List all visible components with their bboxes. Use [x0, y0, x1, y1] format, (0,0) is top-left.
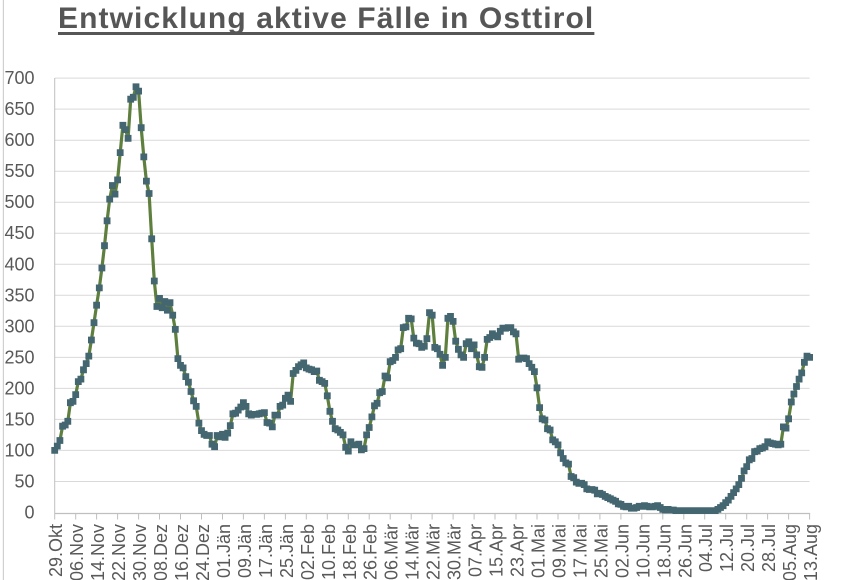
svg-text:24.Dez: 24.Dez	[193, 524, 213, 580]
svg-text:30.Nov: 30.Nov	[130, 524, 150, 580]
svg-text:22.Nov: 22.Nov	[109, 524, 129, 580]
svg-text:150: 150	[4, 409, 34, 429]
svg-text:04.Jul: 04.Jul	[696, 524, 716, 572]
svg-text:50: 50	[14, 472, 34, 492]
svg-text:22.Mär: 22.Mär	[424, 524, 444, 580]
svg-text:0: 0	[24, 503, 34, 523]
svg-text:25.Mai: 25.Mai	[591, 524, 611, 578]
svg-text:09.Mai: 09.Mai	[550, 524, 570, 578]
svg-text:28.Jul: 28.Jul	[759, 524, 779, 572]
svg-text:350: 350	[4, 285, 34, 305]
svg-text:02.Jun: 02.Jun	[612, 524, 632, 578]
svg-text:10.Jun: 10.Jun	[633, 524, 653, 578]
svg-text:700: 700	[4, 68, 34, 88]
svg-text:07.Apr: 07.Apr	[466, 524, 486, 577]
svg-text:18.Feb: 18.Feb	[340, 524, 360, 580]
svg-text:23.Apr: 23.Apr	[508, 524, 528, 577]
svg-text:26.Feb: 26.Feb	[361, 524, 381, 580]
svg-text:05.Aug: 05.Aug	[780, 524, 800, 580]
svg-text:20.Jul: 20.Jul	[738, 524, 758, 572]
svg-text:450: 450	[4, 223, 34, 243]
svg-text:300: 300	[4, 316, 34, 336]
svg-text:650: 650	[4, 99, 34, 119]
svg-text:08.Dez: 08.Dez	[151, 524, 171, 580]
svg-text:14.Nov: 14.Nov	[88, 524, 108, 580]
svg-text:17.Mai: 17.Mai	[570, 524, 590, 578]
svg-text:550: 550	[4, 161, 34, 181]
svg-text:100: 100	[4, 440, 34, 460]
svg-text:13.Aug: 13.Aug	[801, 524, 821, 580]
svg-text:600: 600	[4, 130, 34, 150]
svg-text:10.Feb: 10.Feb	[319, 524, 339, 580]
svg-text:30.Mär: 30.Mär	[445, 524, 465, 580]
svg-text:01.Jän: 01.Jän	[214, 524, 234, 578]
svg-text:09.Jän: 09.Jän	[235, 524, 255, 578]
svg-text:25.Jän: 25.Jän	[277, 524, 297, 578]
svg-text:17.Jän: 17.Jän	[256, 524, 276, 578]
svg-text:250: 250	[4, 347, 34, 367]
svg-text:15.Apr: 15.Apr	[487, 524, 507, 577]
svg-text:29.Okt: 29.Okt	[46, 524, 66, 577]
svg-text:06.Nov: 06.Nov	[67, 524, 87, 580]
svg-text:02.Feb: 02.Feb	[298, 524, 318, 580]
svg-text:06.Mär: 06.Mär	[382, 524, 402, 580]
svg-text:12.Jul: 12.Jul	[717, 524, 737, 572]
svg-text:18.Jun: 18.Jun	[654, 524, 674, 578]
svg-text:01.Mai: 01.Mai	[529, 524, 549, 578]
svg-text:500: 500	[4, 192, 34, 212]
svg-text:14.Mär: 14.Mär	[403, 524, 423, 580]
svg-text:200: 200	[4, 378, 34, 398]
svg-text:16.Dez: 16.Dez	[172, 524, 192, 580]
svg-text:26.Jun: 26.Jun	[675, 524, 695, 578]
svg-text:400: 400	[4, 254, 34, 274]
